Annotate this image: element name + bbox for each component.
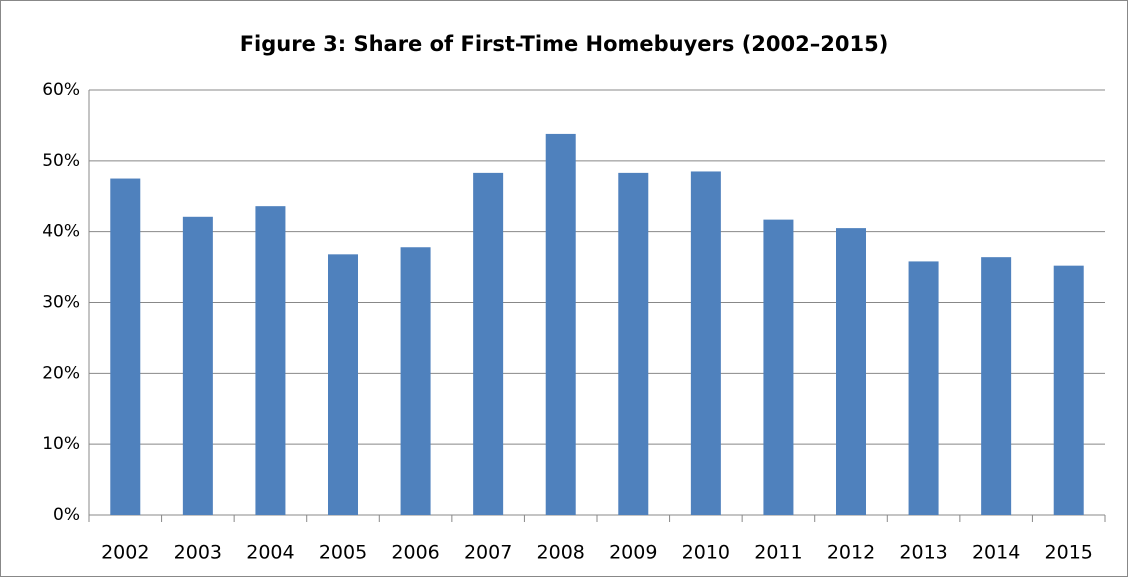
bar [1053, 265, 1084, 515]
x-tick-label: 2011 [754, 542, 802, 564]
bar [400, 247, 431, 515]
x-tick-label: 2014 [972, 542, 1020, 564]
y-tick-label: 30% [42, 293, 80, 313]
y-tick-label: 50% [42, 151, 80, 171]
x-tick-label: 2004 [246, 542, 294, 564]
bar [545, 133, 576, 515]
bar [328, 254, 358, 516]
chart-title: Figure 3: Share of First-Time Homebuyers… [240, 32, 889, 56]
y-tick-label: 10% [42, 434, 80, 454]
x-tick-label: 2006 [391, 542, 439, 564]
bar [908, 261, 939, 515]
bar [473, 172, 504, 515]
bar [981, 257, 1012, 515]
bar [618, 172, 649, 515]
bar [836, 228, 866, 515]
bar [182, 216, 213, 515]
x-tick-label: 2009 [609, 542, 657, 564]
y-tick-label: 20% [42, 363, 80, 383]
x-tick-label: 2013 [899, 542, 947, 564]
x-tick-label: 2003 [174, 542, 222, 564]
bar [690, 171, 721, 516]
x-tick-label: 2002 [101, 542, 149, 564]
y-tick-label: 40% [42, 222, 80, 242]
bar [255, 206, 286, 515]
x-tick-label: 2015 [1045, 542, 1093, 564]
x-tick-label: 2007 [464, 542, 512, 564]
x-tick-label: 2010 [682, 542, 730, 564]
bar [763, 219, 794, 515]
bar [110, 178, 141, 515]
y-tick-label: 60% [42, 80, 80, 100]
x-tick-label: 2012 [827, 542, 875, 564]
x-tick-label: 2005 [319, 542, 367, 564]
x-tick-label: 2008 [537, 542, 585, 564]
y-tick-label: 0% [53, 505, 80, 525]
